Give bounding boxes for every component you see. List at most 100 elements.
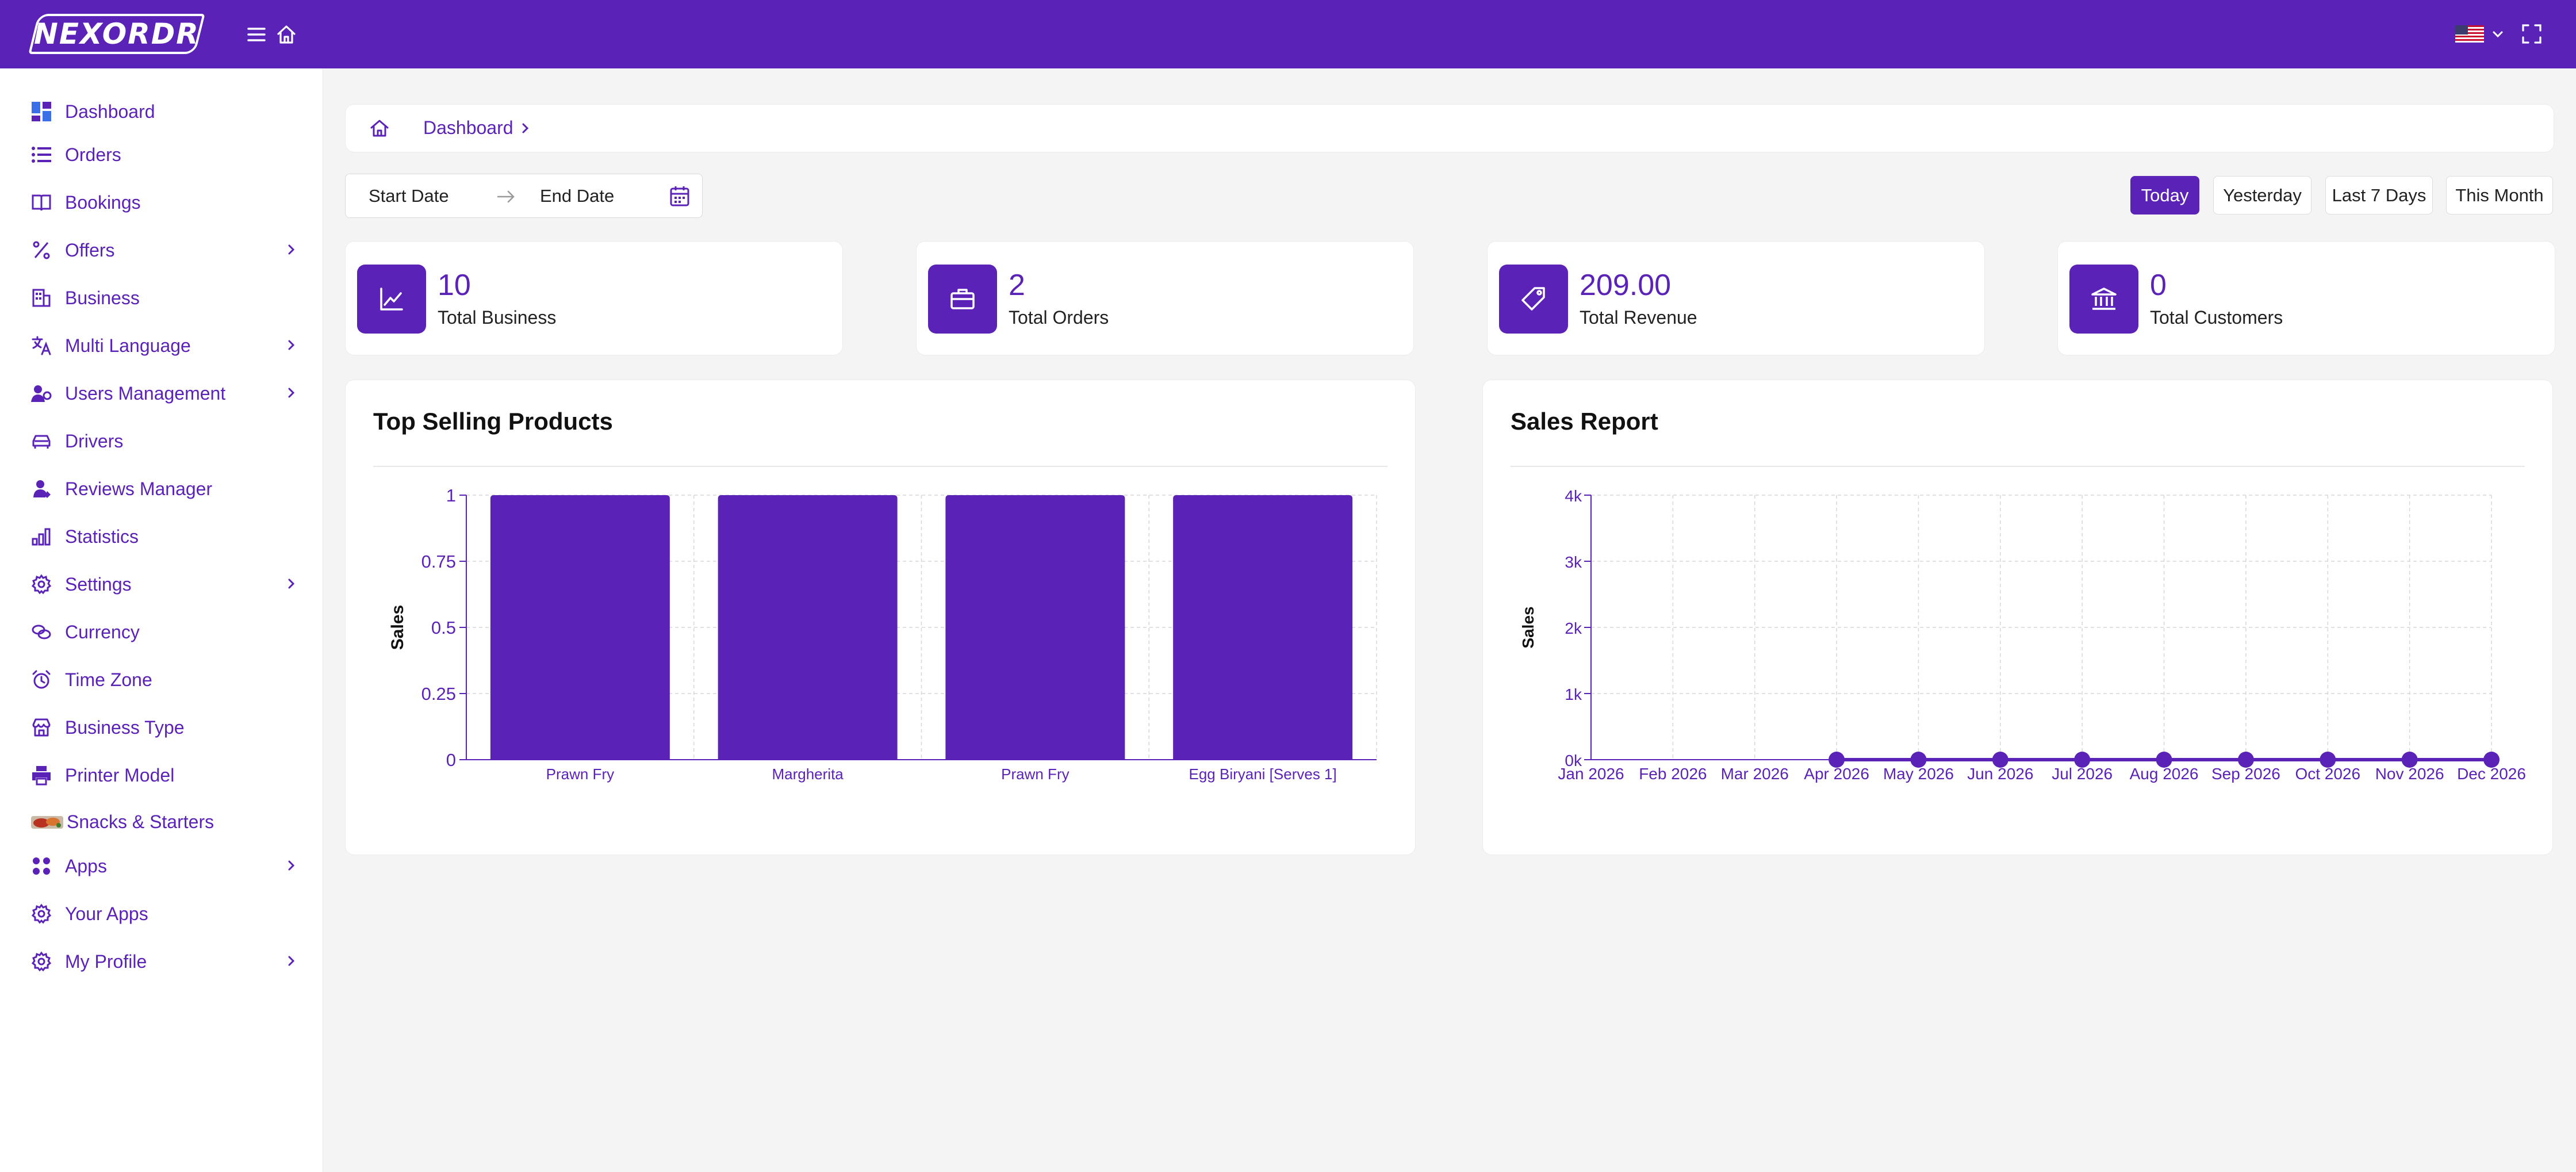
sidebar-item-drivers[interactable]: Drivers bbox=[30, 424, 300, 458]
chevron-right-icon bbox=[288, 340, 295, 350]
sidebar-item-users-management[interactable]: Users Management bbox=[30, 376, 300, 411]
data-point bbox=[2401, 752, 2418, 768]
sidebar-item-label: Business bbox=[65, 287, 140, 308]
reviewer-icon bbox=[30, 477, 53, 500]
sidebar: Dashboard Orders Bookings Offers Busines… bbox=[0, 68, 323, 1172]
divider bbox=[1511, 466, 2525, 467]
sidebar-item-label: Bookings bbox=[65, 191, 141, 213]
store-icon bbox=[30, 716, 53, 739]
sidebar-item-currency[interactable]: Currency bbox=[30, 615, 300, 649]
sidebar-item-label: Snacks & Starters bbox=[67, 811, 214, 832]
car-icon bbox=[30, 430, 53, 453]
end-date-input[interactable]: End Date bbox=[540, 186, 615, 206]
x-tick-label: Prawn Fry bbox=[1001, 765, 1069, 783]
hamburger-icon[interactable] bbox=[245, 23, 268, 46]
stat-card-total-business: 10 Total Business bbox=[345, 241, 843, 355]
sidebar-item-apps[interactable]: Apps bbox=[30, 849, 300, 883]
home-icon[interactable] bbox=[275, 23, 298, 46]
sidebar-item-statistics[interactable]: Statistics bbox=[30, 519, 300, 554]
x-tick-label: Jul 2026 bbox=[2052, 765, 2113, 783]
x-tick-label: Apr 2026 bbox=[1804, 765, 1869, 783]
data-point bbox=[1910, 752, 1927, 768]
translate-icon bbox=[30, 334, 53, 357]
x-tick-label: Dec 2026 bbox=[2457, 765, 2526, 783]
stat-value: 2 bbox=[1009, 269, 1025, 302]
sidebar-item-label: Apps bbox=[65, 855, 107, 876]
list-icon bbox=[30, 143, 53, 166]
sidebar-item-label: Settings bbox=[65, 573, 132, 595]
chevron-right-icon bbox=[288, 579, 295, 589]
stat-label: Total Customers bbox=[2150, 307, 2283, 328]
sidebar-item-time-zone[interactable]: Time Zone bbox=[30, 662, 300, 697]
app-logo[interactable]: NEXORDR bbox=[28, 14, 205, 54]
sidebar-item-snacks-starters[interactable]: Snacks & Starters bbox=[30, 805, 300, 839]
sidebar-item-offers[interactable]: Offers bbox=[30, 233, 300, 267]
bar bbox=[1173, 495, 1353, 760]
sidebar-item-label: Business Type bbox=[65, 717, 185, 738]
home-icon[interactable] bbox=[369, 117, 390, 139]
sidebar-item-orders[interactable]: Orders bbox=[30, 137, 300, 172]
logo-text: NEXORDR bbox=[34, 17, 200, 51]
range-yesterday-button[interactable]: Yesterday bbox=[2213, 176, 2312, 215]
data-point bbox=[1992, 752, 2008, 768]
gear-icon bbox=[30, 950, 53, 973]
bank-icon bbox=[2069, 265, 2138, 334]
y-axis-title: Sales bbox=[388, 605, 407, 650]
data-point bbox=[2237, 752, 2254, 768]
stat-card-total-customers: 0 Total Customers bbox=[2057, 241, 2555, 355]
x-tick-label: Mar 2026 bbox=[1721, 765, 1789, 783]
fullscreen-icon[interactable] bbox=[2521, 23, 2543, 45]
sidebar-item-your-apps[interactable]: Your Apps bbox=[30, 897, 300, 931]
arrow-right-icon bbox=[497, 190, 515, 203]
range-this-month-button[interactable]: This Month bbox=[2446, 176, 2553, 215]
data-point bbox=[2074, 752, 2091, 768]
sidebar-item-printer-model[interactable]: Printer Model bbox=[30, 758, 300, 792]
sidebar-item-settings[interactable]: Settings bbox=[30, 567, 300, 602]
stat-value: 10 bbox=[438, 269, 471, 302]
sidebar-item-multi-language[interactable]: Multi Language bbox=[30, 328, 300, 363]
breadcrumb-dashboard[interactable]: Dashboard bbox=[423, 117, 513, 138]
book-icon bbox=[30, 191, 53, 214]
y-tick-label: 0.5 bbox=[431, 618, 456, 638]
stat-label: Total Business bbox=[438, 307, 557, 328]
chevron-right-icon bbox=[288, 244, 295, 255]
sales-report-panel: Sales Report 0k 1k 2k 3k 4k Jan 2026 Feb 2026 M… bbox=[1482, 380, 2553, 855]
y-tick-label: 0.25 bbox=[421, 684, 456, 704]
percent-icon bbox=[30, 239, 53, 262]
start-date-input[interactable]: Start Date bbox=[369, 186, 449, 206]
stat-value: 0 bbox=[2150, 269, 2167, 302]
stat-card-total-orders: 2 Total Orders bbox=[916, 241, 1414, 355]
sidebar-item-label: Printer Model bbox=[65, 764, 175, 786]
sidebar-item-dashboard[interactable]: Dashboard bbox=[30, 94, 300, 129]
sidebar-item-my-profile[interactable]: My Profile bbox=[30, 944, 300, 979]
divider bbox=[373, 466, 1387, 467]
us-flag-icon[interactable] bbox=[2455, 25, 2484, 43]
bar bbox=[490, 495, 670, 760]
coins-icon bbox=[30, 621, 53, 644]
stat-label: Total Revenue bbox=[1580, 307, 1697, 328]
data-point bbox=[2320, 752, 2336, 768]
gear-icon bbox=[30, 902, 53, 925]
sidebar-item-label: My Profile bbox=[65, 951, 147, 972]
sidebar-item-reviews-manager[interactable]: Reviews Manager bbox=[30, 472, 300, 506]
x-tick-label: Prawn Fry bbox=[546, 765, 614, 783]
sidebar-item-business-type[interactable]: Business Type bbox=[30, 710, 300, 745]
top-selling-bar-chart: 0 0.25 0.5 0.75 1 Prawn Fry Margherita Prawn Fr… bbox=[388, 485, 1377, 783]
sidebar-item-label: Time Zone bbox=[65, 669, 152, 690]
date-range-picker[interactable]: Start Date End Date bbox=[345, 174, 703, 218]
range-today-button[interactable]: Today bbox=[2130, 176, 2199, 215]
sidebar-item-bookings[interactable]: Bookings bbox=[30, 185, 300, 220]
x-tick-label: Aug 2026 bbox=[2130, 765, 2199, 783]
main-content: Dashboard Start Date End Date Today Yest… bbox=[323, 68, 2576, 1172]
apps-icon bbox=[30, 855, 53, 878]
calendar-icon[interactable] bbox=[669, 185, 691, 208]
range-last-7-days-button[interactable]: Last 7 Days bbox=[2325, 176, 2433, 215]
stat-value: 209.00 bbox=[1580, 269, 1672, 302]
panel-title: Top Selling Products bbox=[373, 408, 613, 435]
x-tick-label: Sep 2026 bbox=[2211, 765, 2280, 783]
chevron-down-icon[interactable] bbox=[2491, 28, 2505, 41]
sales-report-line-chart: 0k 1k 2k 3k 4k Jan 2026 Feb 2026 Mar 2026 Apr 20… bbox=[1519, 487, 2526, 783]
sidebar-item-business[interactable]: Business bbox=[30, 281, 300, 315]
tag-icon bbox=[1499, 265, 1568, 334]
panel-title: Sales Report bbox=[1511, 408, 1658, 435]
